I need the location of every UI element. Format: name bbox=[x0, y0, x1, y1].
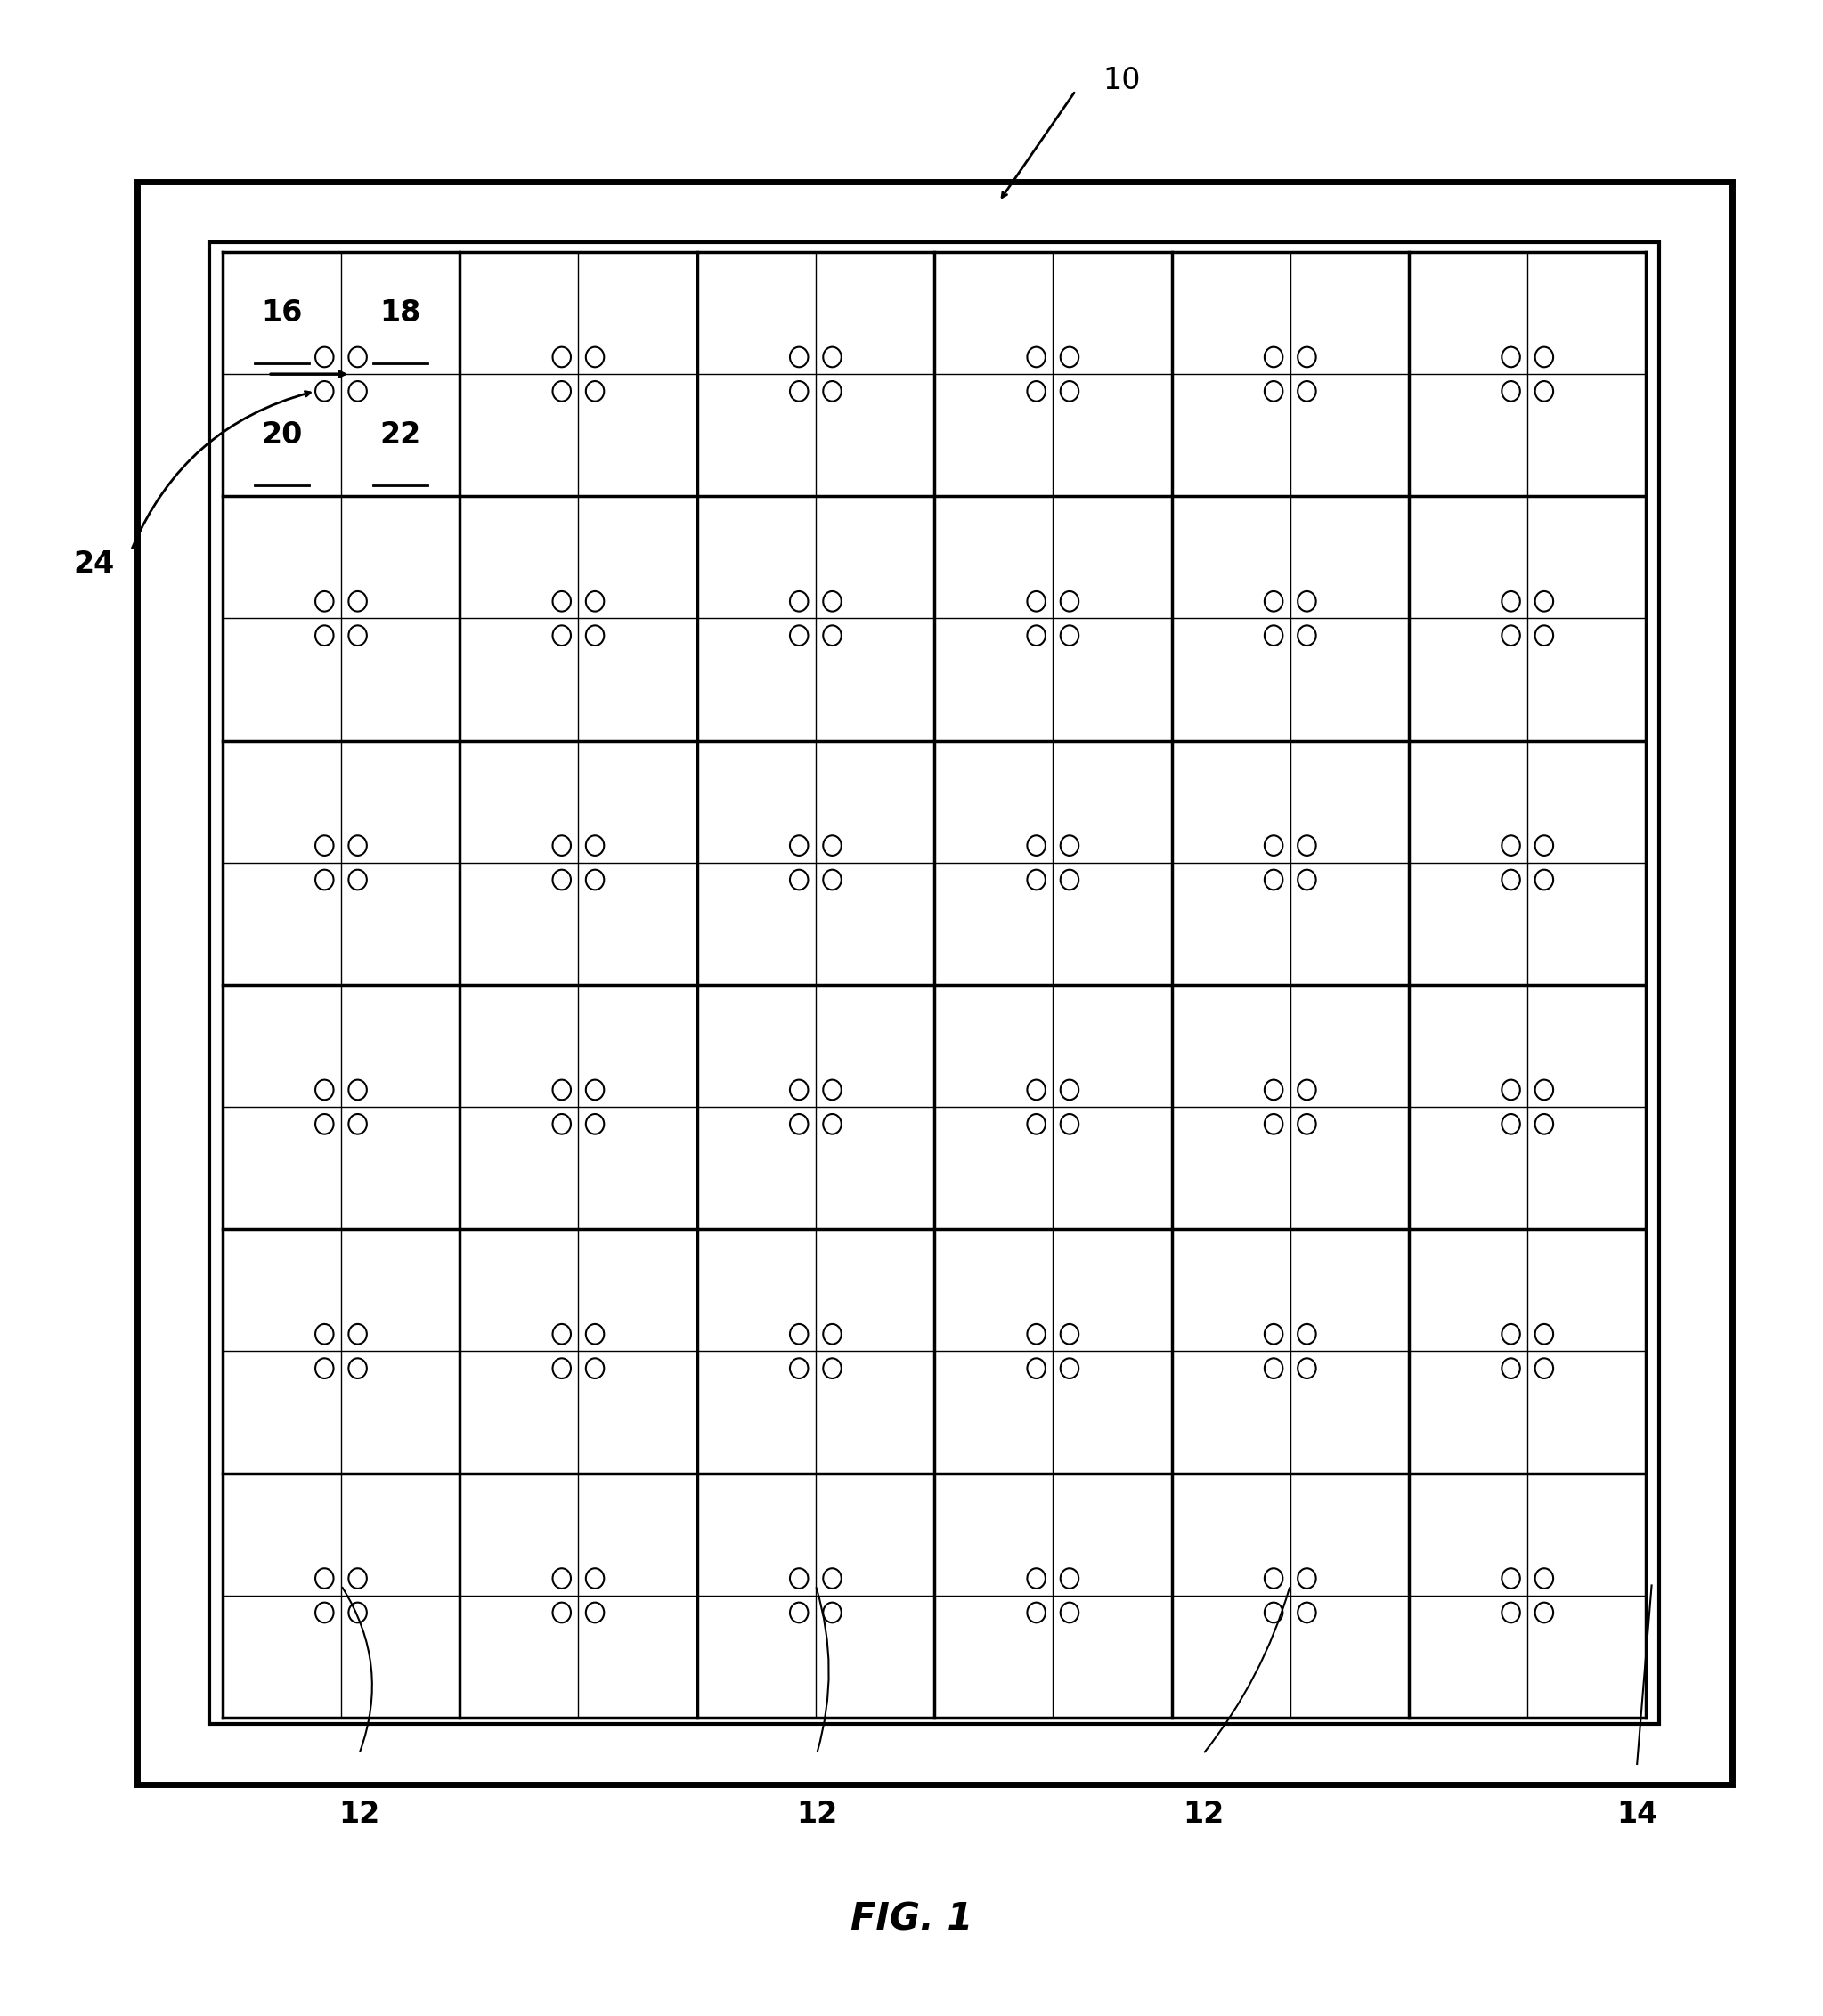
Text: FIG. 1: FIG. 1 bbox=[850, 1901, 973, 1937]
Text: 12: 12 bbox=[797, 1800, 837, 1829]
Text: 16: 16 bbox=[261, 298, 303, 329]
Text: 12: 12 bbox=[1183, 1800, 1223, 1829]
Bar bbox=[137, 181, 1732, 1784]
Text: 12: 12 bbox=[339, 1800, 379, 1829]
Bar bbox=[210, 242, 1659, 1724]
Text: 24: 24 bbox=[73, 550, 115, 579]
Text: 20: 20 bbox=[261, 421, 303, 450]
Text: 10: 10 bbox=[1103, 67, 1141, 95]
Text: 22: 22 bbox=[379, 421, 421, 450]
Text: 14: 14 bbox=[1617, 1800, 1657, 1829]
Text: 18: 18 bbox=[379, 298, 421, 329]
